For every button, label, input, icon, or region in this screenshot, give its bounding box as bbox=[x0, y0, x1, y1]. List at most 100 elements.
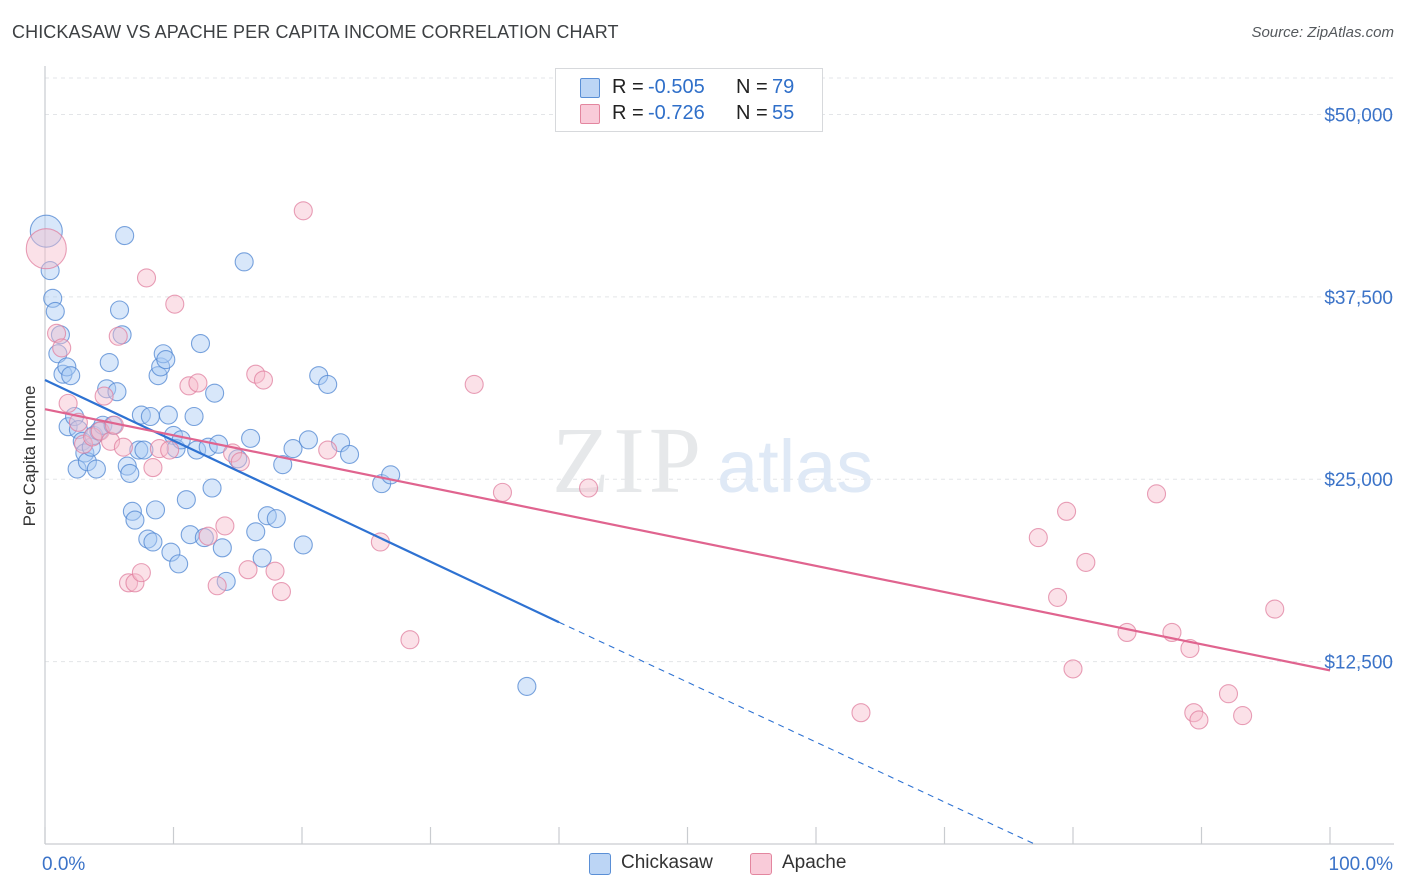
axes bbox=[44, 66, 1394, 845]
series-legend: Chickasaw Apache bbox=[0, 852, 1406, 878]
axis-labels: $12,500 $25,000 $37,500 $50,000 0.0% 100.0% Pe… bbox=[20, 105, 1393, 875]
apache-point bbox=[293, 201, 313, 221]
y-tick-label: $50,000 bbox=[1324, 105, 1393, 126]
chickasaw-point bbox=[143, 532, 163, 552]
apache-point bbox=[149, 439, 169, 459]
chickasaw-point bbox=[184, 406, 204, 427]
r-value: -0.726 bbox=[648, 102, 705, 124]
y-axis-label: Per Capita Income bbox=[20, 386, 39, 527]
apache-point bbox=[1063, 659, 1083, 679]
y-tick-label: $25,000 bbox=[1324, 470, 1393, 491]
apache-point bbox=[238, 560, 258, 580]
chickasaw-point bbox=[228, 449, 248, 469]
chickasaw-point bbox=[61, 366, 81, 386]
apache-point bbox=[464, 374, 484, 394]
chickasaw-point bbox=[318, 374, 338, 394]
apache-point bbox=[1189, 710, 1209, 730]
apache-point bbox=[265, 561, 285, 581]
apache-point bbox=[253, 370, 274, 390]
chickasaw-swatch bbox=[589, 853, 611, 875]
apache-point bbox=[230, 452, 250, 472]
chickasaw-point bbox=[99, 352, 119, 373]
apache-point bbox=[25, 228, 67, 270]
n-label: N = bbox=[736, 102, 768, 124]
chickasaw-point bbox=[120, 463, 140, 483]
apache-point bbox=[851, 703, 871, 723]
chickasaw-point bbox=[138, 529, 158, 549]
n-value: 55 bbox=[772, 102, 795, 124]
chickasaw-point bbox=[115, 226, 135, 246]
apache-point bbox=[113, 437, 133, 457]
apache-point bbox=[160, 440, 180, 460]
chickasaw-point bbox=[129, 440, 149, 460]
apache-point bbox=[318, 440, 338, 460]
apache-point bbox=[1057, 501, 1077, 521]
chickasaw-point bbox=[45, 301, 65, 321]
chickasaw-point bbox=[176, 490, 196, 510]
apache-point bbox=[1265, 599, 1285, 619]
chickasaw-point bbox=[205, 383, 225, 403]
apache-point bbox=[1076, 552, 1096, 572]
apache-point bbox=[94, 386, 114, 406]
apache-point bbox=[1146, 484, 1167, 504]
watermark-atlas: atlas bbox=[717, 425, 873, 508]
apache-point bbox=[90, 421, 110, 441]
chickasaw-point bbox=[216, 571, 236, 591]
chickasaw-trend-line bbox=[44, 379, 560, 624]
apache-point bbox=[58, 393, 78, 413]
legend-label: Apache bbox=[782, 852, 847, 873]
apache-point bbox=[400, 630, 420, 650]
apache-point bbox=[136, 268, 157, 288]
apache-point bbox=[82, 427, 103, 447]
apache-point bbox=[1180, 638, 1200, 659]
n-label: N = bbox=[736, 76, 768, 98]
apache-point bbox=[215, 516, 235, 536]
data-points bbox=[25, 201, 1285, 730]
chickasaw-point bbox=[145, 500, 166, 520]
chickasaw-point bbox=[86, 459, 106, 479]
chickasaw-point bbox=[252, 548, 272, 568]
apache-point bbox=[47, 323, 67, 343]
chart-title: CHICKASAW VS APACHE PER CAPITA INCOME CO… bbox=[12, 22, 619, 42]
chickasaw-point bbox=[109, 300, 130, 320]
apache-point bbox=[271, 582, 291, 602]
r-value: -0.505 bbox=[648, 76, 705, 98]
apache-point bbox=[1028, 528, 1048, 548]
stats-legend: R = -0.505 N = 79 R = -0.726 N = 55 bbox=[555, 68, 823, 132]
x-tick-label: 100.0% bbox=[1329, 854, 1394, 875]
chickasaw-point bbox=[40, 261, 60, 281]
apache-point bbox=[198, 526, 218, 546]
chickasaw-point bbox=[273, 455, 293, 475]
chickasaw-point bbox=[156, 350, 176, 370]
chickasaw-point bbox=[81, 437, 101, 457]
chickasaw-point bbox=[117, 456, 137, 476]
apache-point bbox=[108, 326, 128, 346]
chickasaw-point bbox=[158, 405, 178, 425]
chickasaw-point bbox=[293, 535, 313, 555]
trend-lines bbox=[44, 379, 1331, 845]
chickasaw-point bbox=[134, 440, 154, 460]
apache-point bbox=[246, 364, 266, 384]
n-value: 79 bbox=[772, 76, 795, 98]
apache-point bbox=[165, 294, 185, 314]
apache-point bbox=[118, 573, 139, 593]
watermark: ZIP atlas bbox=[552, 409, 873, 513]
apache-point bbox=[207, 576, 227, 596]
chickasaw-point bbox=[125, 510, 145, 530]
legend-label: Chickasaw bbox=[621, 852, 713, 873]
apache-trend-line bbox=[44, 408, 1331, 672]
apache-point bbox=[100, 431, 121, 451]
chickasaw-point bbox=[517, 676, 537, 696]
chickasaw-point bbox=[234, 252, 254, 272]
apache-point bbox=[125, 573, 145, 593]
chickasaw-point bbox=[29, 214, 63, 248]
chickasaw-point bbox=[202, 478, 222, 498]
chickasaw-point bbox=[283, 439, 303, 459]
chickasaw-trend-extension bbox=[558, 621, 1035, 845]
chickasaw-point bbox=[190, 333, 211, 354]
y-tick-label: $37,500 bbox=[1324, 288, 1393, 309]
apache-swatch bbox=[580, 104, 600, 124]
apache-point bbox=[492, 482, 513, 502]
apache-point bbox=[52, 338, 72, 358]
